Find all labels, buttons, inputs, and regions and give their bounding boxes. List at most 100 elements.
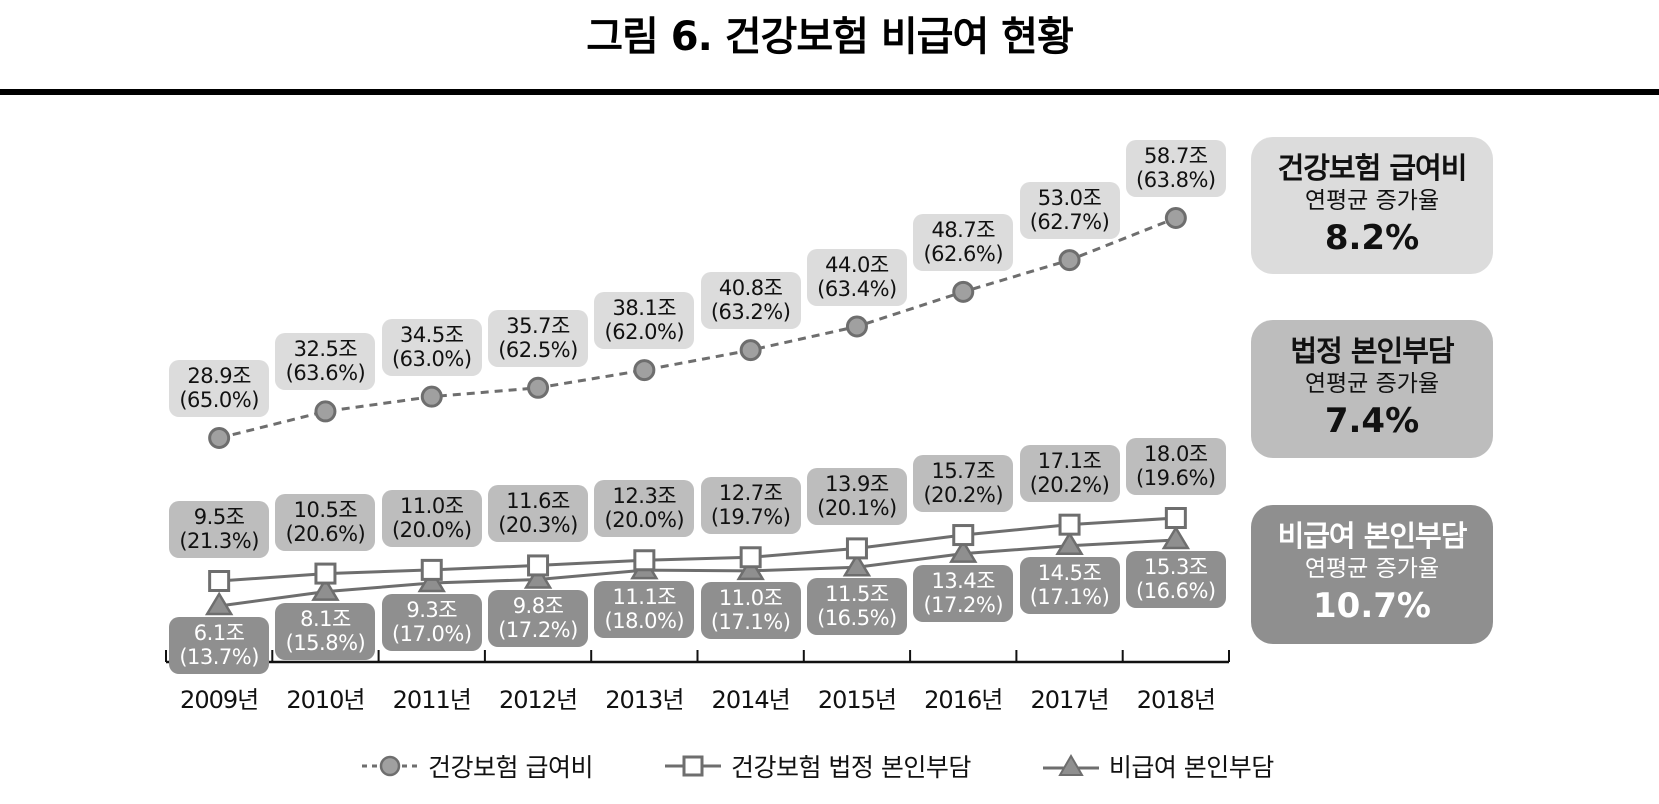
x-axis-label: 2016년 xyxy=(924,686,1003,714)
data-label-value: 12.7조 xyxy=(718,481,783,506)
summary-heading: 법정 본인부담 xyxy=(1290,334,1454,368)
data-label: 13.4조 (17.2%) xyxy=(913,564,1014,622)
square-marker xyxy=(633,549,656,572)
series-line-statutory-copay xyxy=(219,516,1176,583)
circle-marker xyxy=(208,427,231,449)
triangle-marker xyxy=(204,591,234,616)
triangle-marker xyxy=(1055,531,1084,555)
data-label-share: (16.5%) xyxy=(817,606,897,631)
data-label-share: (20.0%) xyxy=(604,508,685,533)
data-label-value: 44.0조 xyxy=(825,252,889,277)
circle-marker xyxy=(314,400,337,423)
data-label-value: 11.0조 xyxy=(399,493,464,518)
data-label: 11.0조 (20.0%) xyxy=(381,489,482,547)
x-axis-label: 2012년 xyxy=(498,686,578,714)
data-label: 17.1조 (20.2%) xyxy=(1019,444,1120,502)
data-label-share: (13.7%) xyxy=(179,645,259,669)
data-label: 9.3조 (17.0%) xyxy=(381,594,482,652)
circle-marker xyxy=(1164,207,1187,229)
triangle-marker xyxy=(949,539,978,563)
data-label-value: 38.1조 xyxy=(612,296,677,321)
chart-title: 그림 6. 건강보험 비급여 현황 xyxy=(586,14,1074,60)
summary-value: 8.2% xyxy=(1324,218,1420,258)
legend-label: 건강보험 급여비 xyxy=(428,753,593,782)
data-label-share: (62.0%) xyxy=(604,320,685,345)
data-label-value: 40.8조 xyxy=(718,276,783,301)
data-label-value: 34.5조 xyxy=(399,322,464,347)
data-label-value: 15.3조 xyxy=(1144,555,1208,579)
x-axis-label: 2015년 xyxy=(817,686,897,714)
data-label: 28.9조 (65.0%) xyxy=(169,360,270,417)
x-axis-label: 2018년 xyxy=(1136,686,1216,714)
legend-item-noncovered-copay: 비급여 본인부담 xyxy=(1041,748,1274,784)
data-label-share: (20.2%) xyxy=(923,483,1004,508)
square-marker xyxy=(208,570,231,592)
data-label-share: (63.0%) xyxy=(391,346,472,371)
square-marker xyxy=(527,554,550,577)
data-label-share: (18.0%) xyxy=(604,609,685,634)
series-line-benefit xyxy=(218,216,1177,440)
summary-box-noncovered-copay: 비급여 본인부담 연평균 증가율 10.7% xyxy=(1251,505,1493,644)
data-label: 11.5조 (16.5%) xyxy=(806,578,907,636)
legend-item-benefit: 건강보험 급여비 xyxy=(360,748,593,784)
data-label-value: 13.9조 xyxy=(825,472,889,497)
data-label: 11.1조 (18.0%) xyxy=(594,581,695,639)
data-label-share: (17.1%) xyxy=(1029,584,1110,609)
x-axis-label: 2009년 xyxy=(180,686,259,714)
data-label-value: 11.0조 xyxy=(718,585,783,610)
square-marker xyxy=(1058,513,1081,536)
data-label-value: 8.1조 xyxy=(300,606,351,631)
data-label: 34.5조 (63.0%) xyxy=(381,318,482,376)
circle-marker xyxy=(1058,249,1081,272)
data-label-value: 12.3조 xyxy=(612,484,677,509)
data-label: 14.5조 (17.1%) xyxy=(1019,556,1120,614)
data-label-value: 14.5조 xyxy=(1037,560,1102,585)
x-axis-label: 2011년 xyxy=(392,686,472,714)
data-label-value: 32.5조 xyxy=(293,337,358,362)
data-label-value: 18.0조 xyxy=(1144,442,1208,466)
data-label-share: (19.7%) xyxy=(710,505,791,530)
triangle-marker xyxy=(417,568,446,593)
data-label-share: (19.6%) xyxy=(1136,466,1216,490)
square-marker xyxy=(420,558,443,581)
data-label-value: 9.3조 xyxy=(406,598,458,623)
data-label: 58.7조 (63.8%) xyxy=(1125,140,1226,197)
summary-value: 10.7% xyxy=(1313,586,1431,626)
data-label-value: 6.1조 xyxy=(193,621,245,645)
data-label-value: 15.7조 xyxy=(931,459,996,484)
triangle-marker xyxy=(523,565,553,589)
data-label-share: (63.2%) xyxy=(710,300,791,325)
line-triangle-marker-icon xyxy=(1042,754,1099,776)
data-label: 15.7조 (20.2%) xyxy=(913,455,1014,513)
data-label-share: (63.6%) xyxy=(285,361,366,386)
data-label: 11.0조 (17.1%) xyxy=(700,581,801,639)
data-label-share: (20.0%) xyxy=(391,517,472,542)
square-marker xyxy=(314,562,337,585)
data-label-value: 28.9조 xyxy=(187,364,251,388)
square-marker xyxy=(952,524,975,547)
data-label-share: (20.3%) xyxy=(498,513,578,538)
data-label: 35.7조 (62.5%) xyxy=(488,309,589,367)
data-label-value: 35.7조 xyxy=(506,313,570,338)
circle-marker xyxy=(952,280,975,303)
x-axis-label: 2014년 xyxy=(711,686,791,714)
legend-label: 건강보험 법정 본인부담 xyxy=(730,753,971,782)
summary-box-benefit: 건강보험 급여비 연평균 증가율 8.2% xyxy=(1251,137,1493,274)
summary-value: 7.4% xyxy=(1324,401,1420,441)
data-label-value: 11.6조 xyxy=(506,489,570,514)
data-label: 44.0조 (63.4%) xyxy=(806,248,907,306)
triangle-marker xyxy=(1161,525,1191,550)
data-label: 48.7조 (62.6%) xyxy=(913,213,1014,271)
data-label-value: 11.5조 xyxy=(825,582,889,607)
data-label: 18.0조 (19.6%) xyxy=(1125,438,1226,495)
square-marker xyxy=(845,537,868,560)
circle-marker xyxy=(527,376,550,399)
data-label-share: (20.2%) xyxy=(1029,472,1110,497)
circle-marker xyxy=(633,359,656,382)
data-label-share: (15.8%) xyxy=(285,630,366,655)
circle-marker xyxy=(739,339,762,362)
triangle-marker xyxy=(311,577,340,601)
summary-heading: 비급여 본인부담 xyxy=(1277,519,1468,553)
legend-label: 비급여 본인부담 xyxy=(1108,753,1274,782)
data-label-value: 48.7조 xyxy=(931,217,996,242)
